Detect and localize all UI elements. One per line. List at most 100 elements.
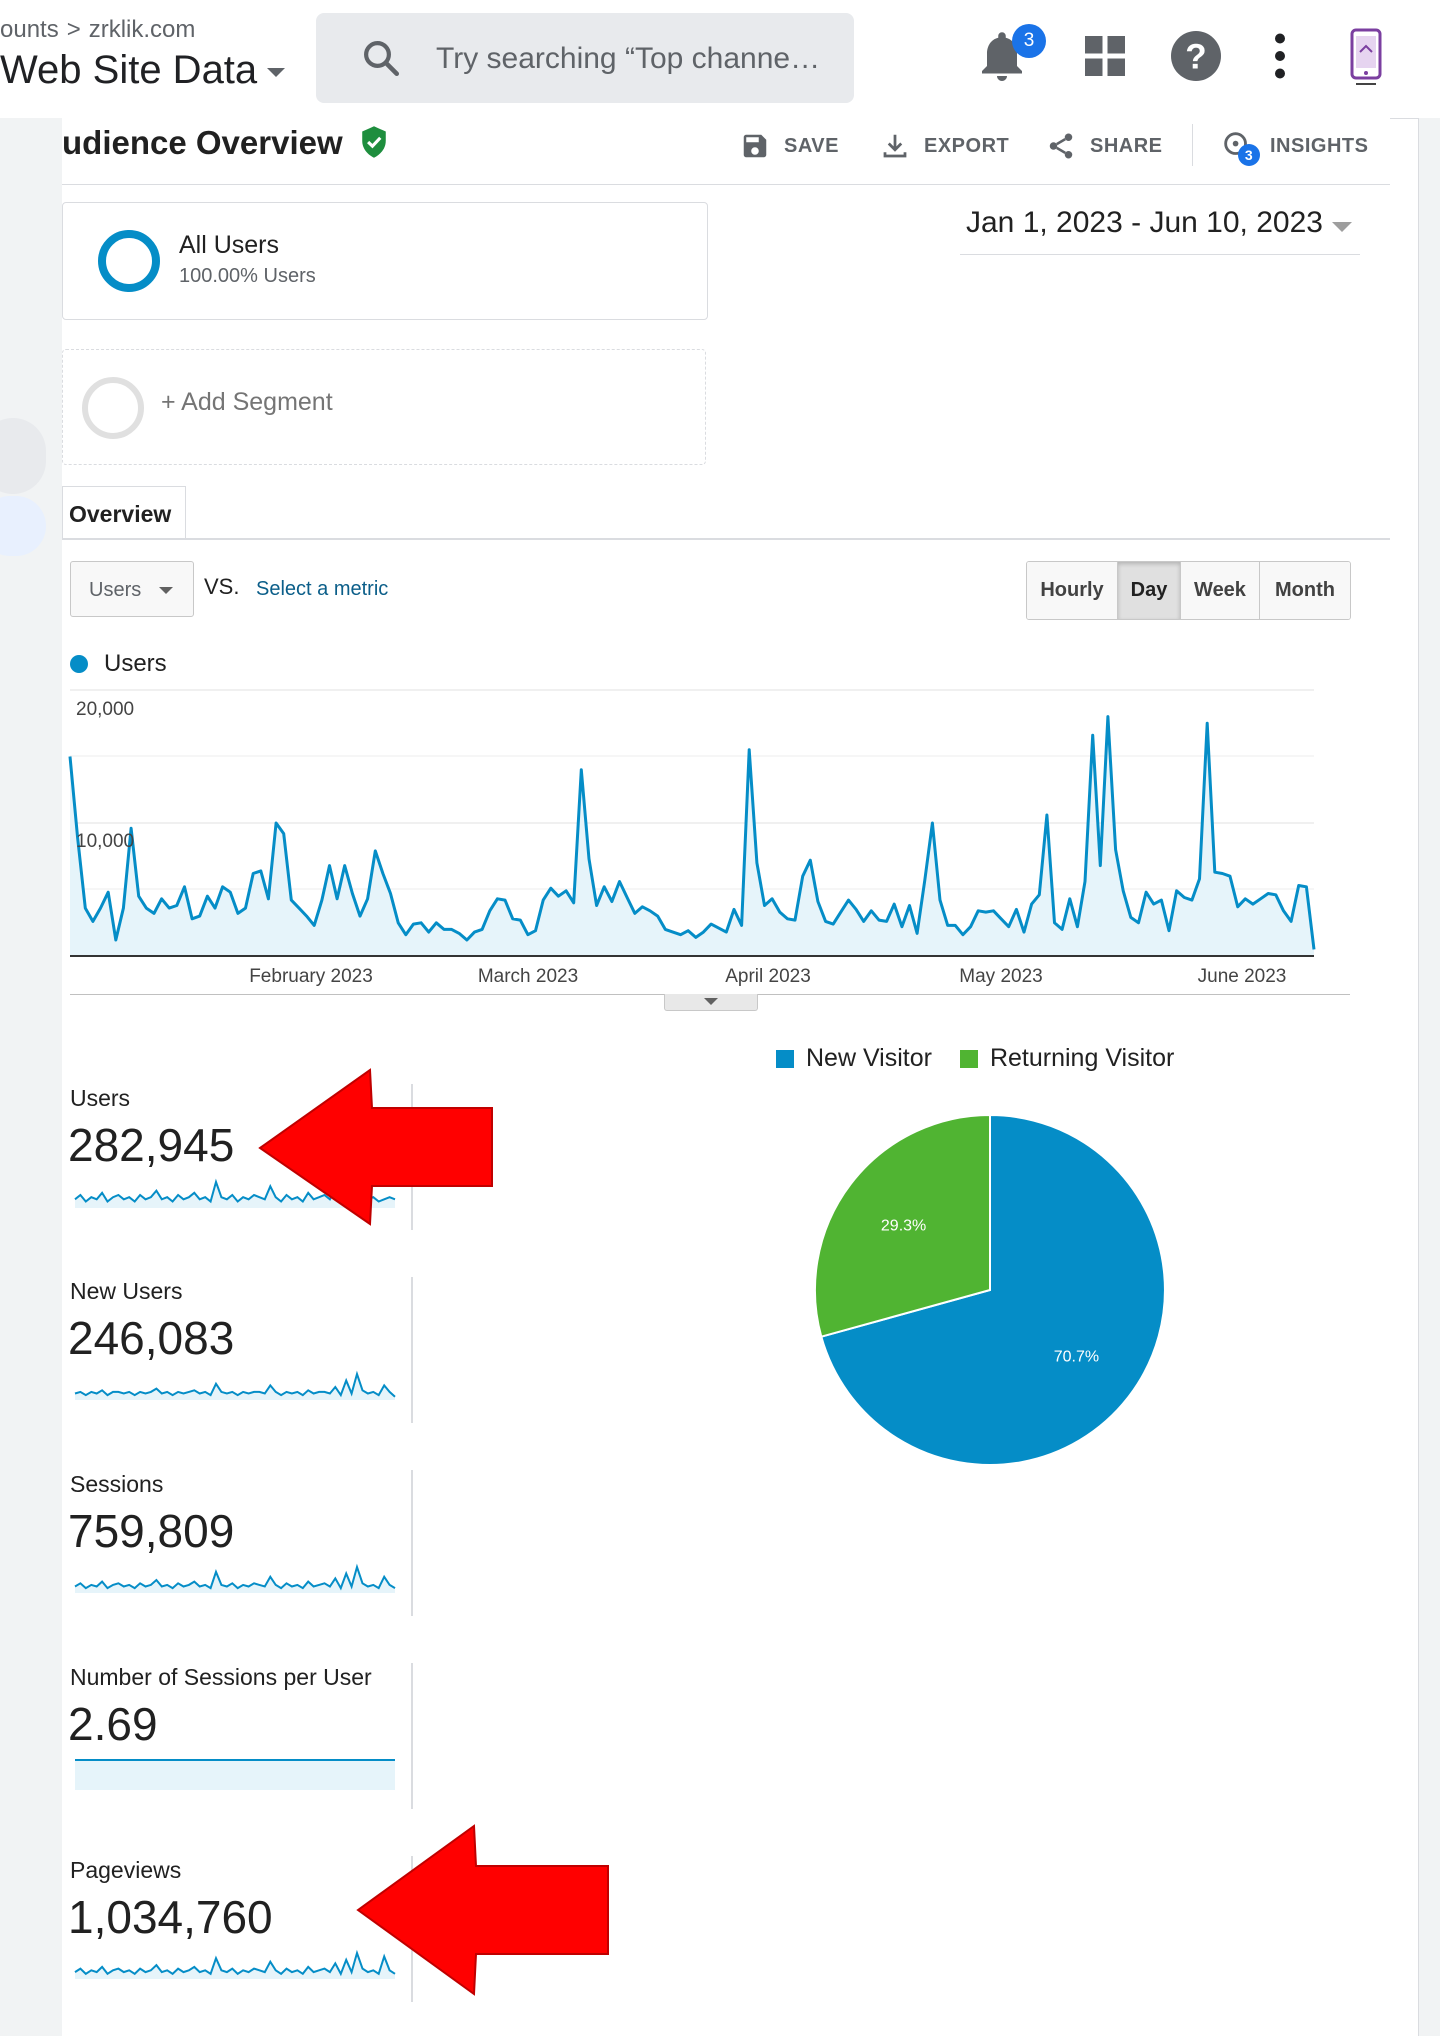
x-tick-label: May 2023: [959, 966, 1042, 987]
caret-down-icon: [1332, 222, 1352, 232]
metric-label-sessions: Sessions: [70, 1471, 164, 1497]
metric-value-sessions-per-user: 2.69: [68, 1698, 158, 1750]
pie-label-returning-visitor: 29.3%: [881, 1217, 926, 1234]
date-range-selector[interactable]: Jan 1, 2023 - Jun 10, 2023: [960, 204, 1360, 255]
property-selector[interactable]: Web Site Data: [0, 48, 286, 93]
notification-badge: 3: [1012, 24, 1046, 58]
metric-label-pageviews: Pageviews: [70, 1857, 182, 1883]
sparkline-area: [75, 1374, 395, 1400]
granularity-day[interactable]: Day: [1117, 562, 1180, 619]
legend-swatch-users: [70, 655, 88, 673]
export-button[interactable]: EXPORT: [880, 128, 1009, 164]
legend-label-users: Users: [104, 650, 167, 677]
sparkline-area: [75, 1182, 395, 1208]
property-name: Web Site Data: [0, 48, 258, 92]
metric-dropdown-value: Users: [89, 579, 142, 601]
left-nav-item-active[interactable]: [0, 496, 46, 556]
apps-grid-icon: [1085, 36, 1125, 76]
annotation-arrow-icon: [356, 1824, 609, 1996]
date-range-text: Jan 1, 2023 - Jun 10, 2023: [966, 206, 1323, 239]
sparkline-area: [75, 1567, 395, 1593]
legend-label-returning-visitor: Returning Visitor: [989, 1044, 1175, 1072]
more-menu-button[interactable]: [1250, 26, 1310, 86]
sparkline-area: [75, 1953, 395, 1979]
metric-label-users: Users: [70, 1085, 131, 1111]
search-icon: [364, 41, 400, 77]
apps-button[interactable]: [1075, 26, 1135, 86]
metric-value-users: 282,945: [68, 1119, 235, 1171]
granularity-toggle: Hourly Day Week Month: [1026, 561, 1351, 620]
y-tick-label: 20,000: [76, 699, 134, 720]
metric-value-sessions: 759,809: [68, 1505, 235, 1557]
segment-all-users[interactable]: All Users 100.00% Users: [62, 202, 708, 320]
page-title: udience Overview: [62, 124, 390, 162]
add-segment-button[interactable]: + Add Segment: [62, 349, 706, 465]
verified-shield-icon: [362, 126, 386, 158]
phone-logo-icon: [1350, 28, 1382, 85]
more-vertical-icon: [1275, 33, 1285, 79]
save-button[interactable]: SAVE: [740, 128, 839, 164]
x-tick-label: June 2023: [1198, 966, 1287, 987]
scrollbar[interactable]: [1418, 118, 1440, 2036]
legend-swatch-returning-visitor: [959, 1049, 978, 1068]
pie-legend: New Visitor Returning Visitor: [776, 1044, 1174, 1073]
sparkline-line: [74, 1370, 396, 1398]
caret-down-icon: [704, 998, 718, 1005]
metric-value-pageviews: 1,034,760: [68, 1891, 273, 1943]
legend-swatch-new-visitor: [776, 1049, 794, 1068]
granularity-week[interactable]: Week: [1180, 562, 1259, 619]
insights-badge: 3: [1238, 144, 1260, 166]
users-line-chart: 20,000 10,000 February 2023 March 2023 A…: [68, 689, 1316, 987]
account-avatar[interactable]: [1342, 26, 1392, 90]
toolbar-divider: [1192, 124, 1193, 166]
metric-label-new-users: New Users: [70, 1278, 183, 1304]
metric-label-sessions-per-user: Number of Sessions per User: [70, 1664, 372, 1690]
annotation-arrow-icon: [258, 1068, 493, 1226]
granularity-month[interactable]: Month: [1259, 562, 1350, 619]
breadcrumb[interactable]: ounts > zrklik.com: [0, 16, 195, 44]
sparkline-line: [74, 1563, 396, 1591]
metric-separator: [411, 1277, 413, 1423]
notifications-button[interactable]: 3: [972, 24, 1046, 86]
sparkline-sessions: [74, 1563, 396, 1593]
sparkline-new-users: [74, 1370, 396, 1400]
share-button[interactable]: SHARE: [1046, 128, 1163, 164]
segment-subtitle: 100.00% Users: [179, 265, 316, 287]
metric-dropdown[interactable]: Users: [70, 561, 194, 617]
sparkline-sessions-per-user: [75, 1759, 395, 1790]
report-header: [62, 118, 1390, 185]
y-tick-label: 10,000: [76, 831, 134, 852]
tab-overview[interactable]: Overview: [62, 486, 186, 538]
sparkline-line: [74, 1949, 396, 1977]
share-label: SHARE: [1090, 134, 1163, 157]
granularity-hourly[interactable]: Hourly: [1027, 562, 1117, 619]
export-label: EXPORT: [924, 134, 1010, 157]
caret-down-icon: [159, 587, 173, 594]
metric-separator: [411, 1663, 413, 1809]
search-input[interactable]: [434, 13, 838, 105]
select-metric-link[interactable]: Select a metric: [256, 578, 389, 600]
page-title-text: udience Overview: [62, 124, 343, 161]
search-box[interactable]: [316, 13, 854, 105]
x-tick-label: February 2023: [249, 966, 373, 987]
legend-label-new-visitor: New Visitor: [806, 1044, 932, 1072]
pie-slice-new-visitor: [820, 1113, 1166, 1466]
x-tick-label: March 2023: [478, 966, 578, 987]
chart-collapse-handle[interactable]: [664, 994, 758, 1011]
add-segment-label: + Add Segment: [161, 388, 333, 416]
help-button[interactable]: ?: [1166, 26, 1226, 86]
line-chart-legend: Users: [70, 650, 167, 678]
left-nav-item[interactable]: [0, 418, 46, 494]
sparkline-pageviews: [74, 1949, 396, 1979]
vs-label: VS.: [204, 574, 240, 599]
report-canvas: [62, 118, 1390, 2036]
save-icon: [743, 134, 767, 158]
x-tick-label: April 2023: [725, 966, 811, 987]
insights-button[interactable]: 3 INSIGHTS: [1220, 128, 1368, 166]
sparkline-area: [75, 1760, 395, 1790]
share-icon: [1049, 133, 1073, 159]
metric-separator: [411, 1470, 413, 1616]
save-label: SAVE: [784, 134, 839, 157]
pie-slice-returning-visitor: [814, 1113, 991, 1338]
chevron-right-icon: >: [66, 16, 81, 43]
